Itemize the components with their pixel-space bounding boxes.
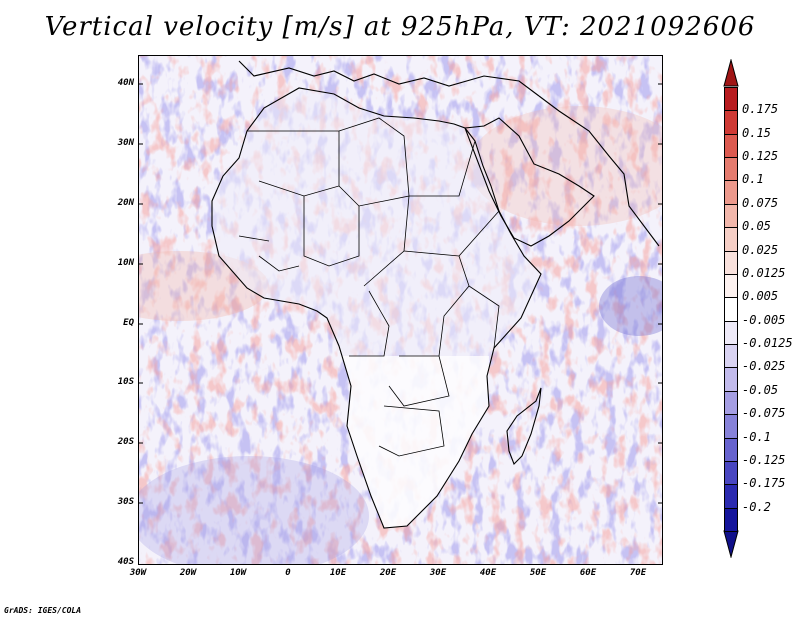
lon-label-60e: 60E — [579, 568, 597, 578]
colorbar-label: -0.1 — [742, 429, 771, 444]
colorbar-label: 0.125 — [742, 149, 779, 164]
lat-label-20n: 20N — [117, 198, 134, 208]
colorbar-segment — [724, 390, 738, 416]
lon-label-30w: 30W — [129, 568, 147, 578]
colorbar-segment — [724, 460, 738, 486]
colorbar-top-arrow — [723, 59, 739, 87]
colorbar-segment — [724, 507, 738, 532]
lon-label-20w: 20W — [179, 568, 197, 578]
lon-label-30e: 30E — [429, 568, 447, 578]
colorbar-segment — [724, 273, 738, 299]
colorbar-label: -0.05 — [742, 382, 779, 397]
lat-label-40n: 40N — [117, 78, 134, 88]
colorbar-label: -0.075 — [742, 406, 786, 421]
colorbar-segment — [724, 87, 738, 112]
colorbar-bottom-arrow — [723, 530, 739, 558]
madagascar-coastline — [506, 387, 542, 465]
colorbar-segment — [724, 203, 738, 229]
lon-label-10e: 10E — [329, 568, 347, 578]
colorbar-segment — [724, 344, 738, 369]
colorbar-label: 0.1 — [742, 172, 764, 187]
lat-label-30s: 30S — [117, 497, 134, 507]
asia-coastline — [538, 95, 660, 247]
colorbar-label: -0.2 — [742, 499, 771, 514]
colorbar-segment — [724, 297, 738, 322]
colorbar-label: 0.05 — [742, 219, 771, 234]
lat-label-40s: 40S — [117, 557, 134, 567]
colorbar-min-triangle — [723, 530, 739, 558]
europe-coastline — [238, 60, 540, 97]
lat-label-10n: 10N — [117, 258, 134, 268]
colorbar-label: -0.125 — [742, 452, 786, 467]
colorbar-label: 0.175 — [742, 102, 779, 117]
lon-label-40e: 40E — [479, 568, 497, 578]
colorbar-label: 0.075 — [742, 195, 779, 210]
colorbar-segment — [724, 157, 738, 182]
colorbar-label: -0.0125 — [742, 336, 793, 351]
colorbar-segment — [724, 227, 738, 252]
colorbar-label: -0.175 — [742, 476, 786, 491]
colorbar-label: 0.0125 — [742, 265, 786, 280]
chart-title: Vertical velocity [m/s] at 925hPa, VT: 2… — [44, 12, 756, 42]
colorbar-segment — [724, 110, 738, 135]
colorbar-label: 0.025 — [742, 242, 779, 257]
grads-credit: GrADS: IGES/COLA — [4, 606, 82, 615]
lat-label-eq: EQ — [123, 318, 134, 328]
frame-ticks — [139, 83, 662, 504]
colorbar-label: -0.005 — [742, 312, 786, 327]
colorbar-max-triangle — [723, 59, 739, 87]
colorbar-segment — [724, 250, 738, 275]
lon-label-70e: 70E — [629, 568, 647, 578]
colorbar-segment — [724, 484, 738, 509]
negative-zone-south-atlantic — [139, 456, 369, 564]
colorbar-label: 0.005 — [742, 289, 779, 304]
colorbar-segment — [724, 133, 738, 159]
colorbar-segment — [724, 367, 738, 392]
colorbar-label: -0.025 — [742, 359, 786, 374]
negative-zone-indian-ocean — [599, 276, 662, 336]
lat-label-20s: 20S — [117, 437, 134, 447]
lon-label-0: 0 — [285, 568, 291, 578]
lat-label-10s: 10S — [117, 377, 134, 387]
lon-label-20e: 20E — [379, 568, 397, 578]
velocity-map — [139, 56, 662, 564]
map-panel — [138, 55, 663, 565]
arabia-coastline — [464, 117, 595, 247]
colorbar-label: 0.15 — [742, 125, 771, 140]
colorbar-segment — [724, 437, 738, 462]
lat-label-30n: 30N — [117, 138, 134, 148]
lon-label-10w: 10W — [229, 568, 247, 578]
colorbar-segment — [724, 320, 738, 346]
africa-coastline — [211, 87, 542, 529]
lon-label-50e: 50E — [529, 568, 547, 578]
colorbar-segment — [724, 180, 738, 205]
positive-zone-arabia — [469, 106, 662, 226]
country-borders — [238, 117, 500, 457]
colorbar-segment — [724, 414, 738, 439]
